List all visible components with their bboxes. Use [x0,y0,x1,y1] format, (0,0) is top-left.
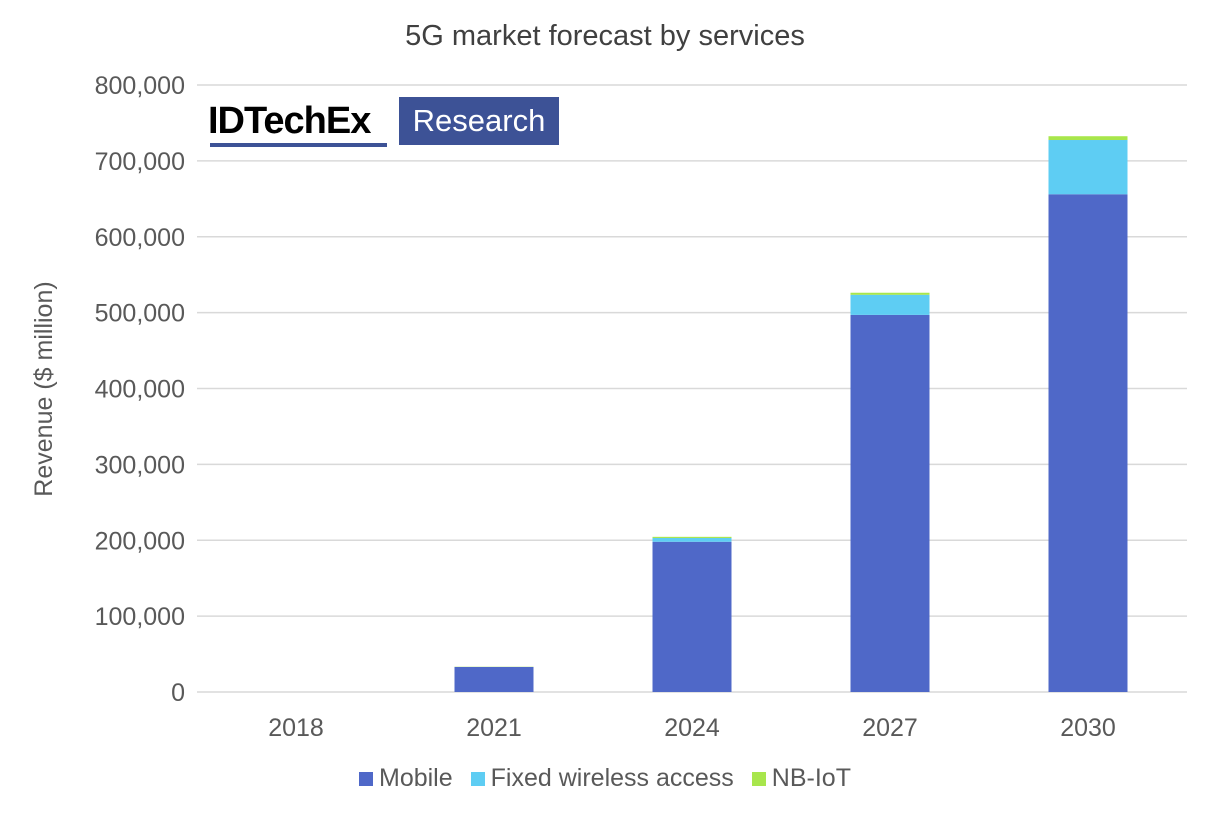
legend-swatch-nb-iot [751,771,766,786]
y-tick-label: 300,000 [95,451,185,479]
bar-mobile-2024 [652,541,732,692]
x-tick-label: 2030 [1060,714,1116,742]
bar-fixed-wireless-access-2030 [1048,140,1128,195]
logo-brand: IDTechEx [208,100,371,142]
legend-label-fixed-wireless: Fixed wireless access [490,764,734,792]
y-tick-label: 800,000 [95,72,185,100]
legend-item-mobile: Mobile [359,764,453,793]
bar-mobile-2027 [850,314,930,692]
y-tick-label: 500,000 [95,300,185,328]
bar-fixed-wireless-access-2027 [850,294,930,315]
y-tick-label: 100,000 [95,603,185,631]
x-tick-label: 2021 [466,714,522,742]
bar-nb-iot-2030 [1048,136,1128,141]
legend-label-nb-iot: NB-IoT [771,764,851,792]
legend-item-nb-iot: NB-IoT [751,764,851,793]
x-tick-label: 2024 [664,714,720,742]
logo-tag: Research [399,97,559,145]
y-tick-label: 700,000 [95,148,185,176]
bar-mobile-2030 [1048,194,1128,692]
bar-fixed-wireless-access-2024 [652,537,732,542]
legend-swatch-fixed-wireless [470,771,485,786]
bar-nb-iot-2027 [850,292,930,295]
chart-title: 5G market forecast by services [405,20,805,52]
legend-item-fixed-wireless: Fixed wireless access [470,764,734,793]
y-axis-title: Revenue ($ million) [30,281,58,496]
bar-mobile-2021 [454,666,534,692]
logo-underline [210,143,387,147]
legend-label-mobile: Mobile [379,764,453,792]
legend: Mobile Fixed wireless access NB-IoT [0,764,1210,793]
x-tick-label: 2018 [268,714,324,742]
legend-swatch-mobile [359,771,373,786]
bar-nb-iot-2024 [652,536,732,538]
y-tick-label: 0 [171,679,185,707]
x-tick-label: 2027 [862,714,918,742]
y-tick-label: 600,000 [95,224,185,252]
y-tick-label: 400,000 [95,376,185,404]
y-tick-label: 200,000 [95,527,185,555]
